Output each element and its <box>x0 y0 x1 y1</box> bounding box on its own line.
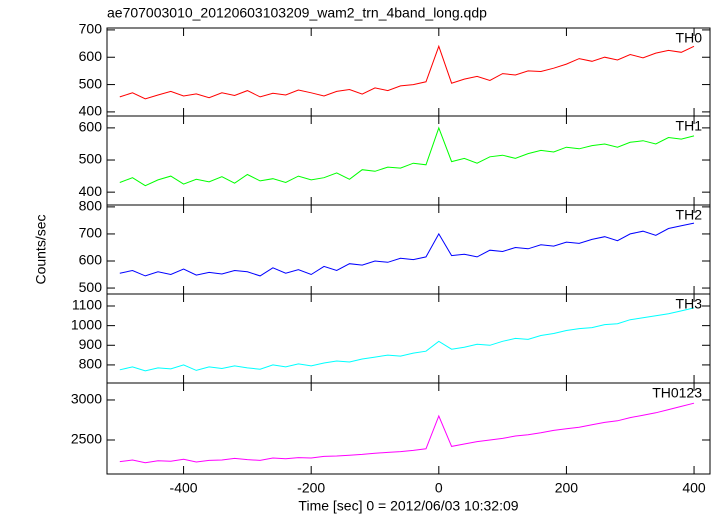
light-curve <box>119 402 695 464</box>
y-tick-label: 1000 <box>71 316 102 332</box>
y-tick-label: 400 <box>79 103 103 119</box>
y-tick-label: 900 <box>79 336 103 352</box>
x-tick-label: 0 <box>435 480 443 496</box>
panel-label: TH0 <box>676 30 703 46</box>
light-curve <box>119 126 695 187</box>
y-tick-label: 700 <box>79 21 103 37</box>
light-curve <box>119 307 695 372</box>
y-tick-label: 600 <box>79 48 103 64</box>
y-tick-label: 600 <box>79 252 103 268</box>
y-tick-label: 700 <box>79 225 103 241</box>
y-tick-label: 600 <box>79 119 103 135</box>
x-tick-label: -200 <box>297 480 325 496</box>
x-tick-label: 200 <box>555 480 579 496</box>
y-tick-label: 3000 <box>71 391 102 407</box>
panel-label: TH2 <box>676 207 703 223</box>
light-curve <box>119 222 695 277</box>
y-axis-label: Counts/sec <box>33 214 49 284</box>
panel-frame <box>106 115 711 206</box>
y-tick-label: 800 <box>79 198 103 214</box>
y-tick-label: 800 <box>79 356 103 372</box>
panel-frame <box>106 204 711 295</box>
panel-label: TH0123 <box>652 385 702 401</box>
x-tick-label: -400 <box>170 480 198 496</box>
y-tick-label: 400 <box>79 183 103 199</box>
light-curve <box>119 44 695 100</box>
y-tick-label: 2500 <box>71 431 102 447</box>
y-tick-label: 1100 <box>72 297 102 313</box>
x-axis-label: Time [sec] 0 = 2012/06/03 10:32:09 <box>298 498 518 514</box>
chart-title: ae707003010_20120603103209_wam2_trn_4ban… <box>107 5 487 21</box>
y-tick-label: 500 <box>79 75 103 91</box>
panel-label: TH1 <box>676 118 703 134</box>
y-tick-label: 500 <box>79 279 103 295</box>
x-tick-label: 400 <box>682 480 706 496</box>
y-tick-label: 500 <box>79 151 103 167</box>
panel-frame <box>106 382 711 475</box>
panel-label: TH3 <box>676 296 703 312</box>
panel-frame <box>106 27 711 117</box>
